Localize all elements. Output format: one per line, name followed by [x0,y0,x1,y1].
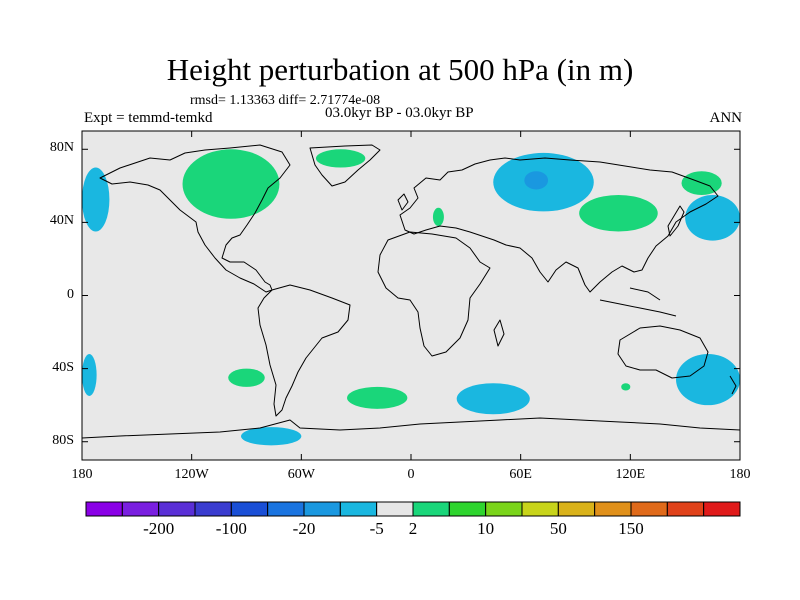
field-north-pacific-west-america [82,167,110,232]
period-label: 03.0kyr BP - 03.0kyr BP [325,105,474,121]
experiment-label: Expt = temmd-temkd [84,110,213,126]
colorbar-box [666,501,705,517]
colorbar-box [630,501,668,517]
field-south-indian-small [621,383,631,391]
colorbar-box [448,501,487,517]
lon-label: 180 [71,467,93,482]
lat-label: 80N [49,140,74,156]
colorbar-label: 2 [408,519,418,538]
lat-label: 40N [49,213,74,229]
axis-ticks [81,131,741,460]
rmsd-stats: rmsd= 1.13363 diff= 2.71774e-08 [190,93,381,108]
field-greenland-north-atlantic [315,149,366,168]
plot-title: Height perturbation at 500 hPa (in m) [166,52,634,87]
field-central-europe-small [432,207,444,227]
lat-label: 0 [67,286,74,302]
field-south-indian-west [456,383,530,415]
colorbar-label: -200 [143,519,175,538]
colorbar-box [485,501,523,517]
lon-label: 0 [407,467,415,482]
lon-label: 60E [509,467,532,482]
colorbar [85,501,741,517]
colorbar-box [194,501,232,517]
field-drake-passage [241,427,302,446]
colorbar-box [267,501,305,517]
colorbar-box [121,501,160,517]
anomaly-fields [82,149,741,446]
field-south-atlantic [347,386,408,409]
field-western-siberia-core [524,171,549,190]
field-north-america-canada [182,149,280,219]
colorbar-label: 10 [477,519,495,538]
lon-label: 180 [729,467,751,482]
coastlines [81,144,741,439]
colorbar-box [594,501,632,517]
lon-label: 120W [174,467,209,482]
colorbar-box [303,501,341,517]
lon-label: 120E [615,467,646,482]
colorbar-box [339,501,378,517]
lat-label: 80S [52,432,74,448]
colorbar-label: -20 [292,519,316,538]
colorbar-label: -100 [215,519,247,538]
colorbar-box [521,501,559,517]
colorbar-box [85,501,123,517]
colorbar-box [158,501,196,517]
map-ocean [82,131,740,460]
field-northwest-pacific [685,194,740,241]
colorbar-label: 50 [549,519,567,538]
colorbar-box [376,501,414,517]
colorbar-box [230,501,269,517]
field-south-pacific-west [82,353,97,397]
field-south-pacific-australia [676,353,741,406]
colorbar-label: -5 [369,519,384,538]
lon-label: 60W [287,467,315,482]
season-label: ANN [709,110,743,126]
field-central-asia [579,194,658,232]
lat-label: 40S [52,359,74,375]
colorbar-box [412,501,450,517]
colorbar-label: 150 [618,519,644,538]
field-south-pacific-east [228,368,265,387]
colorbar-box [703,501,741,517]
colorbar-box [557,501,596,517]
